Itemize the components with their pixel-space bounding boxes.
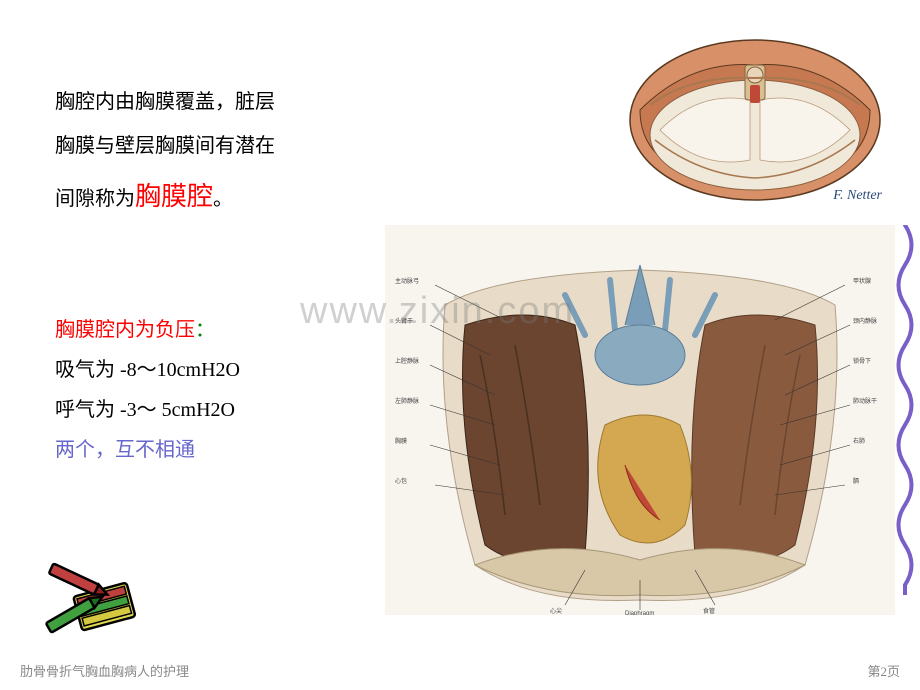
page-number: 第2页 <box>867 661 900 680</box>
artist-signature: F. Netter <box>833 188 882 204</box>
main-paragraph: 胸腔内由胸膜覆盖，脏层 胸膜与壁层胸膜间有潜在 间隙称为胸膜腔。 <box>55 80 355 225</box>
svg-text:左肺静脉: 左肺静脉 <box>395 397 419 405</box>
svg-text:肺动脉干: 肺动脉干 <box>853 397 877 405</box>
text-line-3: 间隙称为胸膜腔。 <box>55 168 355 225</box>
thoracic-organs-icon: 主动脉弓 头臂干 上腔静脉 左肺静脉 胸膜 心包 甲状腺 颈内静脉 锁骨下 肺动… <box>385 225 895 615</box>
anatomy-diagram-main: 主动脉弓 头臂干 上腔静脉 左肺静脉 胸膜 心包 甲状腺 颈内静脉 锁骨下 肺动… <box>385 225 895 615</box>
pressure-block: 胸膜腔内为负压： 吸气为 -8～10cmH2O 呼气为 -3～ 5cmH2O 两… <box>55 310 240 470</box>
watermark-text: www.zixin.com <box>300 290 575 333</box>
text-line-2: 胸膜与壁层胸膜间有潜在 <box>55 124 355 168</box>
crayons-icon <box>40 560 160 640</box>
svg-text:甲状腺: 甲状腺 <box>853 277 871 285</box>
svg-text:颈内静脉: 颈内静脉 <box>853 317 877 325</box>
highlight-term: 胸膜腔 <box>135 182 213 211</box>
svg-text:主动脉弓: 主动脉弓 <box>395 277 419 285</box>
exhale-value: 呼气为 -3～ 5cmH2O <box>55 390 240 430</box>
wave-border-icon <box>890 225 920 595</box>
svg-text:右肺: 右肺 <box>853 437 865 445</box>
svg-text:心包: 心包 <box>395 477 407 485</box>
note-text: 两个，互不相通 <box>55 430 240 470</box>
svg-text:膈: 膈 <box>853 478 859 485</box>
svg-text:Diaphragm: Diaphragm <box>625 611 654 615</box>
inhale-value: 吸气为 -8～10cmH2O <box>55 350 240 390</box>
anatomy-diagram-top: F. Netter <box>620 10 890 210</box>
svg-text:心尖: 心尖 <box>550 607 562 615</box>
footer-title: 肋骨骨折气胸血胸病人的护理 <box>20 661 189 680</box>
thorax-cross-section-icon <box>620 10 890 210</box>
svg-text:锁骨下: 锁骨下 <box>853 357 871 365</box>
svg-text:胸膜: 胸膜 <box>395 437 407 445</box>
svg-text:食管: 食管 <box>703 607 715 615</box>
pressure-heading: 胸膜腔内为负压： <box>55 310 240 350</box>
svg-text:上腔静脉: 上腔静脉 <box>395 357 419 365</box>
text-line-1: 胸腔内由胸膜覆盖，脏层 <box>55 80 355 124</box>
